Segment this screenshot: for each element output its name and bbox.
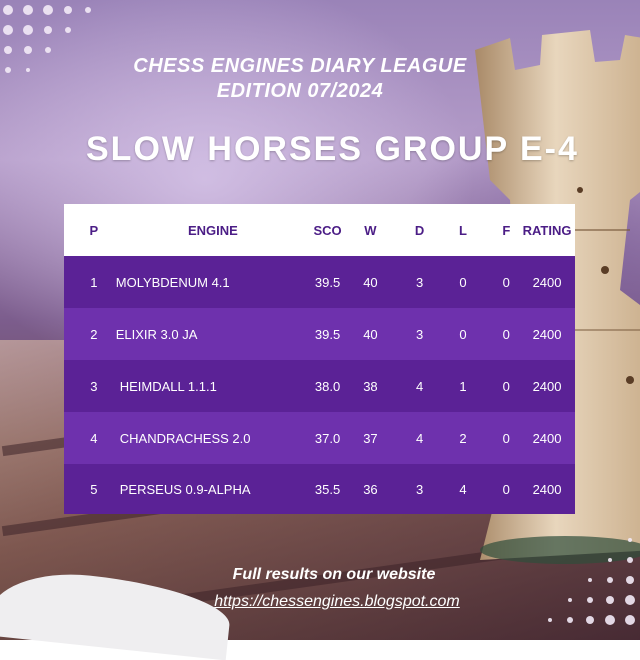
row-draws: 3 bbox=[415, 326, 424, 342]
row-forfeits: 0 bbox=[502, 326, 510, 342]
table-row: 2 ELIXIR 3.0 JA 39.5 40 3 0 0 2400 bbox=[64, 308, 575, 360]
row-wins: 37 bbox=[363, 430, 378, 446]
row-score: 39.5 bbox=[314, 274, 341, 290]
row-losses: 0 bbox=[459, 274, 467, 290]
row-forfeits: 0 bbox=[502, 430, 510, 446]
decorative-dots-top-left bbox=[3, 5, 91, 73]
row-forfeits: 0 bbox=[502, 481, 510, 497]
table-row: 3 HEIMDALL 1.1.1 38.0 38 4 1 0 2400 bbox=[64, 360, 575, 412]
header-wins: W bbox=[364, 222, 377, 238]
table-row: 5 PERSEUS 0.9-ALPHA 35.5 36 3 4 0 2400 bbox=[64, 464, 575, 514]
footer-text: Full results on our website bbox=[232, 566, 436, 583]
row-engine: ELIXIR 3.0 JA bbox=[115, 326, 198, 342]
row-rating: 2400 bbox=[532, 326, 562, 342]
header-rating: RATING bbox=[522, 222, 572, 238]
website-link[interactable]: https://chessengines.blogspot.com bbox=[214, 593, 460, 610]
row-losses: 4 bbox=[459, 481, 467, 497]
row-rating: 2400 bbox=[532, 481, 562, 497]
row-losses: 1 bbox=[459, 378, 467, 394]
row-position: 3 bbox=[90, 378, 98, 394]
row-rating: 2400 bbox=[532, 430, 562, 446]
header-score: SCO bbox=[313, 222, 342, 238]
row-position: 5 bbox=[90, 481, 98, 497]
row-wins: 36 bbox=[363, 481, 378, 497]
edition-title: EDITION 07/2024 bbox=[216, 80, 384, 102]
table-row: 4 CHANDRACHESS 2.0 37.0 37 4 2 0 2400 bbox=[64, 412, 575, 464]
row-score: 37.0 bbox=[314, 430, 341, 446]
header-forfeits: F bbox=[502, 222, 511, 238]
row-wins: 38 bbox=[363, 378, 378, 394]
row-forfeits: 0 bbox=[502, 274, 510, 290]
group-title: SLOW HORSES GROUP E-4 bbox=[86, 130, 579, 168]
header-position: P bbox=[89, 222, 99, 238]
row-rating: 2400 bbox=[532, 378, 562, 394]
row-engine: PERSEUS 0.9-ALPHA bbox=[119, 481, 251, 497]
row-draws: 3 bbox=[415, 481, 424, 497]
row-score: 39.5 bbox=[314, 326, 341, 342]
row-wins: 40 bbox=[363, 274, 378, 290]
row-losses: 2 bbox=[459, 430, 467, 446]
row-engine: CHANDRACHESS 2.0 bbox=[119, 430, 251, 446]
row-engine: MOLYBDENUM 4.1 bbox=[115, 274, 230, 290]
row-score: 35.5 bbox=[314, 481, 341, 497]
header-draws: D bbox=[414, 222, 425, 238]
standings-table: P ENGINE SCO W D L F RATING 1 MOLYBDENUM… bbox=[64, 204, 575, 514]
row-position: 4 bbox=[90, 430, 98, 446]
row-position: 1 bbox=[90, 274, 98, 290]
row-draws: 4 bbox=[415, 430, 424, 446]
row-forfeits: 0 bbox=[502, 378, 510, 394]
row-wins: 40 bbox=[363, 326, 378, 342]
table-header: P ENGINE SCO W D L F RATING bbox=[64, 204, 575, 256]
row-losses: 0 bbox=[459, 326, 467, 342]
row-position: 2 bbox=[90, 326, 98, 342]
table-row: 1 MOLYBDENUM 4.1 39.5 40 3 0 0 2400 bbox=[64, 256, 575, 308]
header-engine: ENGINE bbox=[187, 222, 238, 238]
decorative-dots-bottom-right bbox=[548, 538, 635, 625]
row-score: 38.0 bbox=[314, 378, 341, 394]
league-title: CHESS ENGINES DIARY LEAGUE bbox=[133, 55, 467, 77]
row-draws: 3 bbox=[415, 274, 424, 290]
row-rating: 2400 bbox=[532, 274, 562, 290]
row-engine: HEIMDALL 1.1.1 bbox=[119, 378, 217, 394]
row-draws: 4 bbox=[415, 378, 424, 394]
header-losses: L bbox=[458, 222, 467, 238]
